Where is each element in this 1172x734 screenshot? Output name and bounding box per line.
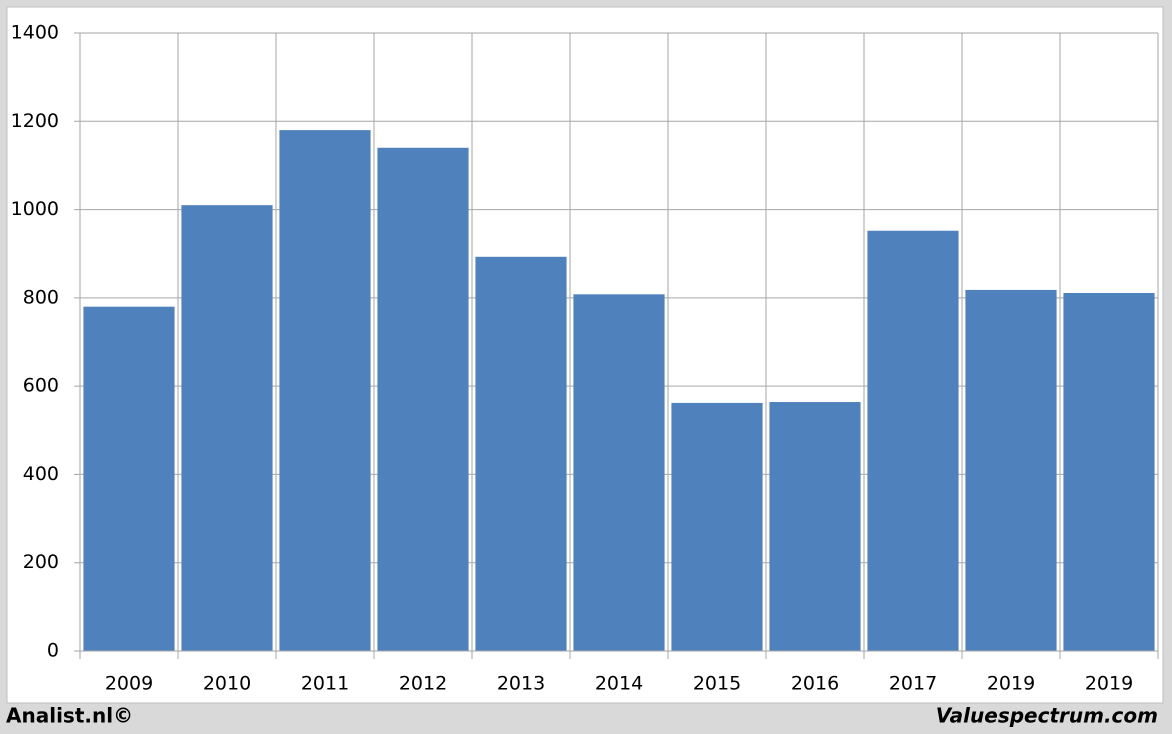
y-tick-label: 1000 (11, 198, 59, 220)
x-tick-label: 2010 (203, 673, 251, 695)
y-tick-label: 400 (23, 463, 59, 485)
x-tick-label: 2012 (399, 673, 447, 695)
y-tick-label: 1200 (11, 110, 59, 132)
bar (867, 230, 959, 651)
bar (573, 294, 665, 651)
x-tick-label: 2019 (1085, 673, 1133, 695)
bar (769, 402, 861, 651)
x-tick-label: 2013 (497, 673, 545, 695)
bar (377, 147, 469, 651)
bar (671, 402, 763, 651)
bar (475, 256, 567, 651)
y-tick-label: 800 (23, 286, 59, 308)
footer-right: Valuespectrum.com (936, 704, 1158, 728)
x-tick-label: 2019 (987, 673, 1035, 695)
bar (181, 205, 273, 651)
x-tick-label: 2011 (301, 673, 349, 695)
footer-left: Analist.nl© (6, 704, 133, 728)
y-tick-label: 200 (23, 551, 59, 573)
bar (279, 130, 371, 652)
x-tick-label: 2015 (693, 673, 741, 695)
x-tick-label: 2016 (791, 673, 839, 695)
y-tick-label: 600 (23, 375, 59, 397)
y-tick-label: 1400 (11, 22, 59, 44)
bar (1063, 293, 1155, 651)
x-tick-label: 2014 (595, 673, 643, 695)
x-tick-label: 2009 (105, 673, 153, 695)
x-tick-label: 2017 (889, 673, 937, 695)
bar (83, 306, 175, 651)
y-tick-label: 0 (47, 640, 59, 662)
bar (965, 289, 1057, 651)
